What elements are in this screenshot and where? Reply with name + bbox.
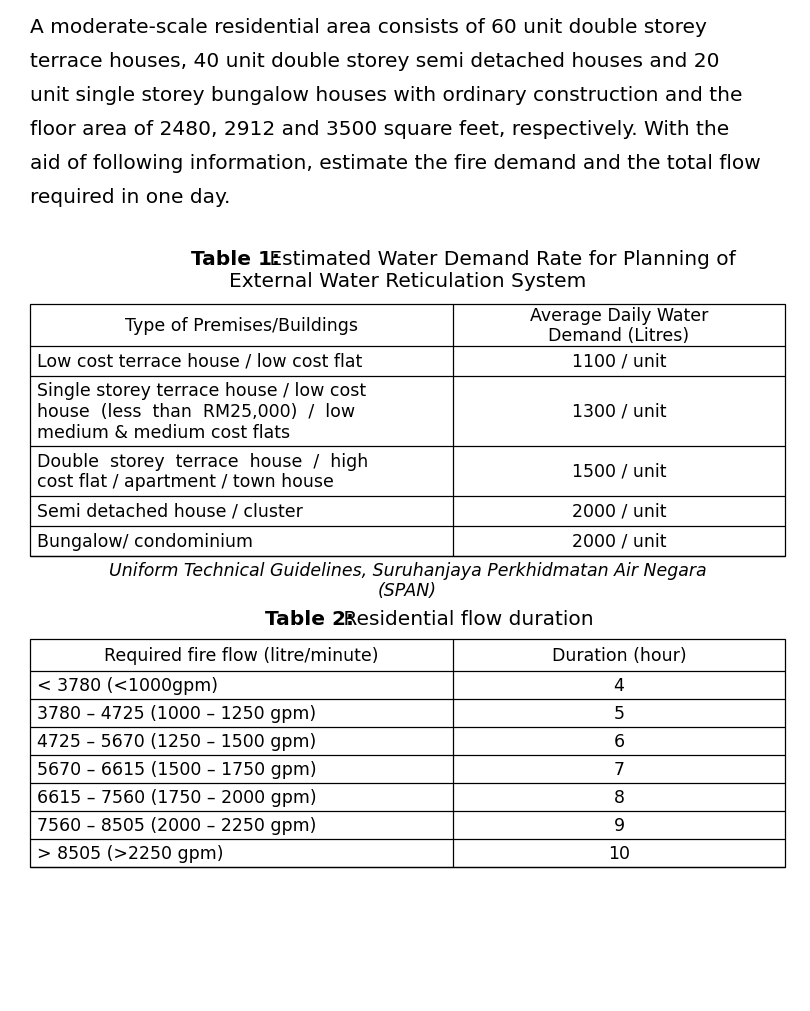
Text: 10: 10 (608, 844, 630, 862)
Bar (30, 639, 785, 867)
Text: required in one day.: required in one day. (30, 188, 230, 207)
Bar (30, 304, 785, 556)
Text: aid of following information, estimate the fire demand and the total flow: aid of following information, estimate t… (30, 154, 761, 173)
Text: Residential flow duration: Residential flow duration (337, 610, 594, 629)
Text: terrace houses, 40 unit double storey semi detached houses and 20: terrace houses, 40 unit double storey se… (30, 52, 719, 71)
Text: 2000 / unit: 2000 / unit (572, 502, 667, 521)
Text: 1500 / unit: 1500 / unit (572, 463, 667, 480)
Text: Table 2:: Table 2: (265, 610, 354, 629)
Text: floor area of 2480, 2912 and 3500 square feet, respectively. With the: floor area of 2480, 2912 and 3500 square… (30, 120, 729, 139)
Text: Single storey terrace house / low cost
house  (less  than  RM25,000)  /  low
med: Single storey terrace house / low cost h… (37, 382, 366, 442)
Text: Semi detached house / cluster: Semi detached house / cluster (37, 502, 303, 521)
Text: 3780 – 4725 (1000 – 1250 gpm): 3780 – 4725 (1000 – 1250 gpm) (37, 705, 316, 722)
Text: 4725 – 5670 (1250 – 1500 gpm): 4725 – 5670 (1250 – 1500 gpm) (37, 732, 316, 750)
Text: 4: 4 (613, 676, 625, 695)
Text: < 3780 (<1000gpm): < 3780 (<1000gpm) (37, 676, 218, 695)
Text: (SPAN): (SPAN) (378, 581, 437, 600)
Text: 8: 8 (613, 789, 625, 806)
Text: Type of Premises/Buildings: Type of Premises/Buildings (125, 316, 358, 335)
Text: A moderate-scale residential area consists of 60 unit double storey: A moderate-scale residential area consis… (30, 18, 707, 37)
Text: 2000 / unit: 2000 / unit (572, 533, 667, 550)
Text: 7560 – 8505 (2000 – 2250 gpm): 7560 – 8505 (2000 – 2250 gpm) (37, 816, 317, 834)
Text: > 8505 (>2250 gpm): > 8505 (>2250 gpm) (37, 844, 224, 862)
Text: 1300 / unit: 1300 / unit (572, 402, 667, 421)
Text: External Water Reticulation System: External Water Reticulation System (228, 272, 586, 291)
Text: 6: 6 (613, 732, 625, 750)
Text: 9: 9 (613, 816, 625, 834)
Text: 1100 / unit: 1100 / unit (572, 353, 667, 371)
Text: Double  storey  terrace  house  /  high
cost flat / apartment / town house: Double storey terrace house / high cost … (37, 452, 369, 491)
Text: Low cost terrace house / low cost flat: Low cost terrace house / low cost flat (37, 353, 362, 371)
Text: 5: 5 (613, 705, 625, 722)
Text: Duration (hour): Duration (hour) (552, 646, 686, 664)
Text: Estimated Water Demand Rate for Planning of: Estimated Water Demand Rate for Planning… (263, 250, 735, 269)
Text: 6615 – 7560 (1750 – 2000 gpm): 6615 – 7560 (1750 – 2000 gpm) (37, 789, 317, 806)
Text: Table 1:: Table 1: (191, 250, 280, 269)
Text: Uniform Technical Guidelines, Suruhanjaya Perkhidmatan Air Negara: Uniform Technical Guidelines, Suruhanjay… (109, 561, 706, 579)
Text: unit single storey bungalow houses with ordinary construction and the: unit single storey bungalow houses with … (30, 86, 743, 105)
Text: 5670 – 6615 (1500 – 1750 gpm): 5670 – 6615 (1500 – 1750 gpm) (37, 760, 317, 778)
Text: 7: 7 (613, 760, 625, 778)
Text: Bungalow/ condominium: Bungalow/ condominium (37, 533, 253, 550)
Text: Required fire flow (litre/minute): Required fire flow (litre/minute) (104, 646, 379, 664)
Text: Average Daily Water
Demand (Litres): Average Daily Water Demand (Litres) (530, 306, 708, 345)
